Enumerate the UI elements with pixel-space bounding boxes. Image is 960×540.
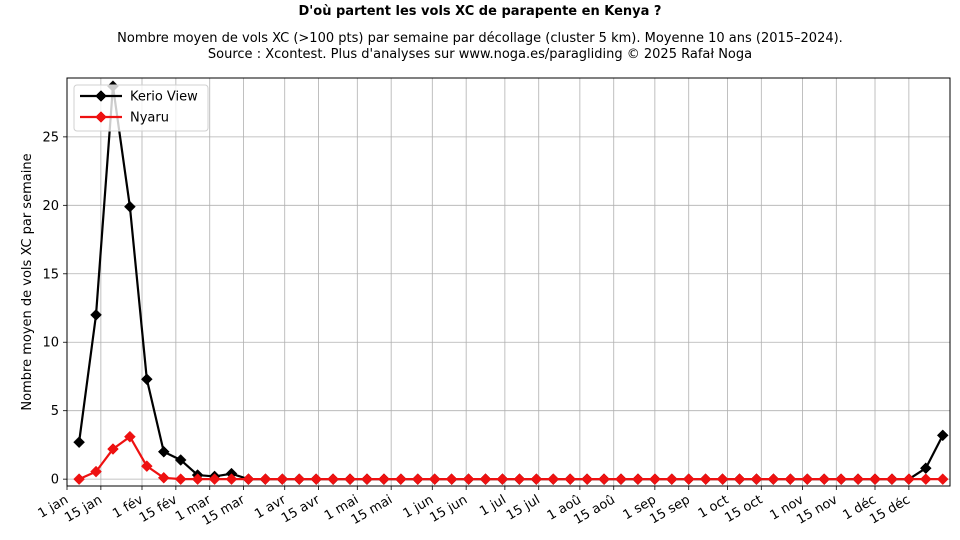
data-point-diamond-icon xyxy=(378,473,390,486)
data-point-diamond-icon xyxy=(581,473,593,486)
legend-diamond-icon xyxy=(95,90,107,102)
data-point-diamond-icon xyxy=(344,473,356,486)
data-point-diamond-icon xyxy=(547,473,560,486)
data-point-diamond-icon xyxy=(496,473,509,486)
series-kerio-view xyxy=(73,80,949,486)
data-point-diamond-icon xyxy=(157,445,170,458)
data-point-diamond-icon xyxy=(73,436,85,449)
y-tick-label: 20 xyxy=(42,199,59,214)
legend-label: Nyaru xyxy=(130,111,169,126)
data-point-diamond-icon xyxy=(564,473,577,486)
data-point-diamond-icon xyxy=(801,473,814,486)
data-point-diamond-icon xyxy=(310,473,323,486)
data-point-diamond-icon xyxy=(140,373,153,386)
chart-title: D'où partent les vols XC de parapente en… xyxy=(298,4,662,19)
data-point-diamond-icon xyxy=(936,473,949,486)
series-line xyxy=(78,435,943,481)
y-tick-label: 15 xyxy=(42,267,59,282)
x-tick-label: 15 jul xyxy=(504,492,543,523)
series-nyaru xyxy=(73,430,949,486)
data-point-diamond-icon xyxy=(394,473,407,486)
data-point-diamond-icon xyxy=(699,473,712,486)
data-point-diamond-icon xyxy=(276,473,289,486)
y-axis-label: Nombre moyen de vols XC par semaine xyxy=(20,153,35,410)
data-point-diamond-icon xyxy=(530,473,543,486)
x-tick-label: 15 jan xyxy=(62,492,105,525)
data-point-diamond-icon xyxy=(428,473,441,486)
data-point-diamond-icon xyxy=(225,473,238,486)
series-group xyxy=(73,80,949,486)
data-point-diamond-icon xyxy=(293,473,306,486)
data-point-diamond-icon xyxy=(936,429,949,442)
data-point-diamond-icon xyxy=(90,465,102,478)
data-point-diamond-icon xyxy=(733,473,746,486)
x-tick-label: 1 jul xyxy=(477,492,509,519)
data-point-diamond-icon xyxy=(462,473,475,486)
plot-frame xyxy=(66,77,951,487)
y-axis: 0 5 10 15 20 25 xyxy=(42,130,67,488)
data-point-diamond-icon xyxy=(157,471,170,484)
y-tick-label: 0 xyxy=(51,473,59,488)
data-point-diamond-icon xyxy=(919,473,932,486)
data-point-diamond-icon xyxy=(818,473,831,486)
data-point-diamond-icon xyxy=(919,462,932,475)
data-point-diamond-icon xyxy=(682,473,695,486)
data-point-diamond-icon xyxy=(107,443,119,455)
data-point-diamond-icon xyxy=(327,473,339,486)
data-point-diamond-icon xyxy=(140,460,153,473)
y-tick-label: 10 xyxy=(42,336,59,351)
data-point-diamond-icon xyxy=(632,473,644,486)
data-point-diamond-icon xyxy=(445,473,458,486)
data-point-diamond-icon xyxy=(767,473,780,486)
data-point-diamond-icon xyxy=(124,430,136,443)
data-point-diamond-icon xyxy=(479,473,492,486)
data-point-diamond-icon xyxy=(886,473,898,486)
data-point-diamond-icon xyxy=(174,454,187,466)
series-line xyxy=(78,85,944,481)
data-point-diamond-icon xyxy=(852,473,864,486)
data-point-diamond-icon xyxy=(174,473,187,486)
data-point-diamond-icon xyxy=(665,473,678,486)
data-point-diamond-icon xyxy=(716,473,729,486)
data-point-diamond-icon xyxy=(615,473,627,486)
legend-diamond-icon xyxy=(95,111,107,123)
data-point-diamond-icon xyxy=(361,473,373,486)
data-point-diamond-icon xyxy=(124,200,136,213)
legend-item: Kerio View xyxy=(80,90,198,105)
legend-label: Kerio View xyxy=(130,90,198,105)
x-tick-label: 15 fév xyxy=(137,492,180,526)
data-point-diamond-icon xyxy=(242,473,255,486)
grid-lines xyxy=(66,78,950,486)
subtitle-line-1: Nombre moyen de vols XC (>100 pts) par s… xyxy=(117,31,843,46)
data-point-diamond-icon xyxy=(784,473,797,486)
data-point-diamond-icon xyxy=(259,473,272,486)
subtitle-line-2: Source : Xcontest. Plus d'analyses sur w… xyxy=(207,47,753,62)
chart-subtitle: Nombre moyen de vols XC (>100 pts) par s… xyxy=(0,31,960,63)
x-tick-label: 15 avr xyxy=(279,492,323,526)
data-point-diamond-icon xyxy=(649,473,661,486)
data-point-diamond-icon xyxy=(90,309,102,321)
x-tick-label: 15 jun xyxy=(427,492,470,525)
data-point-diamond-icon xyxy=(750,473,763,486)
y-tick-label: 25 xyxy=(42,130,59,145)
data-point-diamond-icon xyxy=(903,473,915,486)
y-tick-label: 5 xyxy=(51,404,59,419)
data-point-diamond-icon xyxy=(869,473,881,486)
legend: Kerio View Nyaru xyxy=(73,84,209,132)
data-point-diamond-icon xyxy=(598,473,610,486)
legend-item: Nyaru xyxy=(80,111,169,126)
data-point-diamond-icon xyxy=(73,473,85,486)
data-point-diamond-icon xyxy=(191,473,204,486)
x-tick-label: 15 oct xyxy=(722,492,765,525)
data-point-diamond-icon xyxy=(411,473,424,486)
data-point-diamond-icon xyxy=(208,473,221,486)
data-point-diamond-icon xyxy=(835,473,847,486)
data-point-diamond-icon xyxy=(513,473,526,486)
